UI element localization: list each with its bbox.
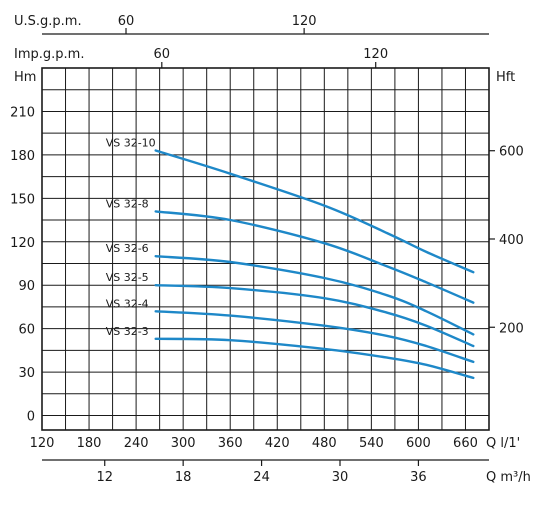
x-bottom-tick-label: 120 [30, 436, 55, 451]
x-bottom-tick-label: 420 [265, 436, 290, 451]
curve-label: VS 32-8 [106, 197, 149, 210]
y-right-tick-label: 400 [499, 233, 524, 248]
y-right-tick-label: 600 [499, 145, 524, 160]
curve-label: VS 32-5 [106, 271, 149, 284]
y-left-tick-label: 150 [10, 192, 35, 207]
pump-curve [154, 284, 475, 348]
x-bottom-tick-label: 300 [171, 436, 196, 451]
plot-frame [41, 67, 490, 431]
y-left-tick-label: 120 [10, 236, 35, 251]
y-left-tick-label: 90 [18, 279, 35, 294]
pump-curve [154, 210, 475, 304]
pump-curve [154, 255, 475, 336]
curve-label: VS 32-3 [106, 325, 149, 338]
x-bottom-tick-label: 480 [312, 436, 337, 451]
y-left-axis-label: Hm [14, 70, 36, 85]
y-left-tick-label: 60 [18, 323, 35, 338]
y-left-tick-label: 30 [18, 366, 35, 381]
m3h-tick-label: 36 [410, 470, 427, 485]
grid [42, 68, 489, 430]
pump-curve [154, 337, 475, 380]
usgpm-tick-label: 120 [292, 14, 317, 29]
curve-label: VS 32-6 [106, 242, 149, 255]
x-bottom-tick-label: 540 [359, 436, 384, 451]
x-bottom-axis-label: Q l/1' [486, 436, 520, 451]
pump-curve [154, 149, 475, 274]
curve-label: VS 32-4 [106, 297, 149, 310]
y-right-tick-label: 200 [499, 321, 524, 336]
axis-ticks [42, 28, 495, 466]
impgpm-tick-label: 60 [154, 47, 171, 62]
m3h-axis-label: Q m³/h [486, 470, 531, 485]
pump-curve [154, 310, 475, 364]
x-bottom-tick-label: 600 [406, 436, 431, 451]
y-right-axis-label: Hft [496, 70, 515, 85]
curve-label: VS 32-10 [106, 137, 156, 150]
x-bottom-tick-label: 360 [218, 436, 243, 451]
y-left-tick-label: 210 [10, 105, 35, 120]
m3h-tick-label: 18 [175, 470, 192, 485]
usgpm-tick-label: 60 [118, 14, 135, 29]
y-left-tick-label: 0 [27, 410, 35, 425]
m3h-tick-label: 12 [96, 470, 113, 485]
m3h-tick-label: 24 [253, 470, 270, 485]
pump-curves: VS 32-10 VS 32-8 VS 32-6 VS 32-5 VS 32-4 VS 3… [106, 137, 475, 380]
tick-labels: 0 30 60 90 120 150 180 210 200 400 600 120 180 240 300… [10, 14, 524, 485]
impgpm-axis-label: Imp.g.p.m. [14, 47, 84, 62]
x-bottom-tick-label: 660 [453, 436, 478, 451]
m3h-tick-label: 30 [332, 470, 349, 485]
x-bottom-tick-label: 240 [124, 436, 149, 451]
x-bottom-tick-label: 180 [77, 436, 102, 451]
impgpm-tick-label: 120 [363, 47, 388, 62]
y-left-tick-label: 180 [10, 149, 35, 164]
usgpm-axis-label: U.S.g.p.m. [14, 14, 82, 29]
